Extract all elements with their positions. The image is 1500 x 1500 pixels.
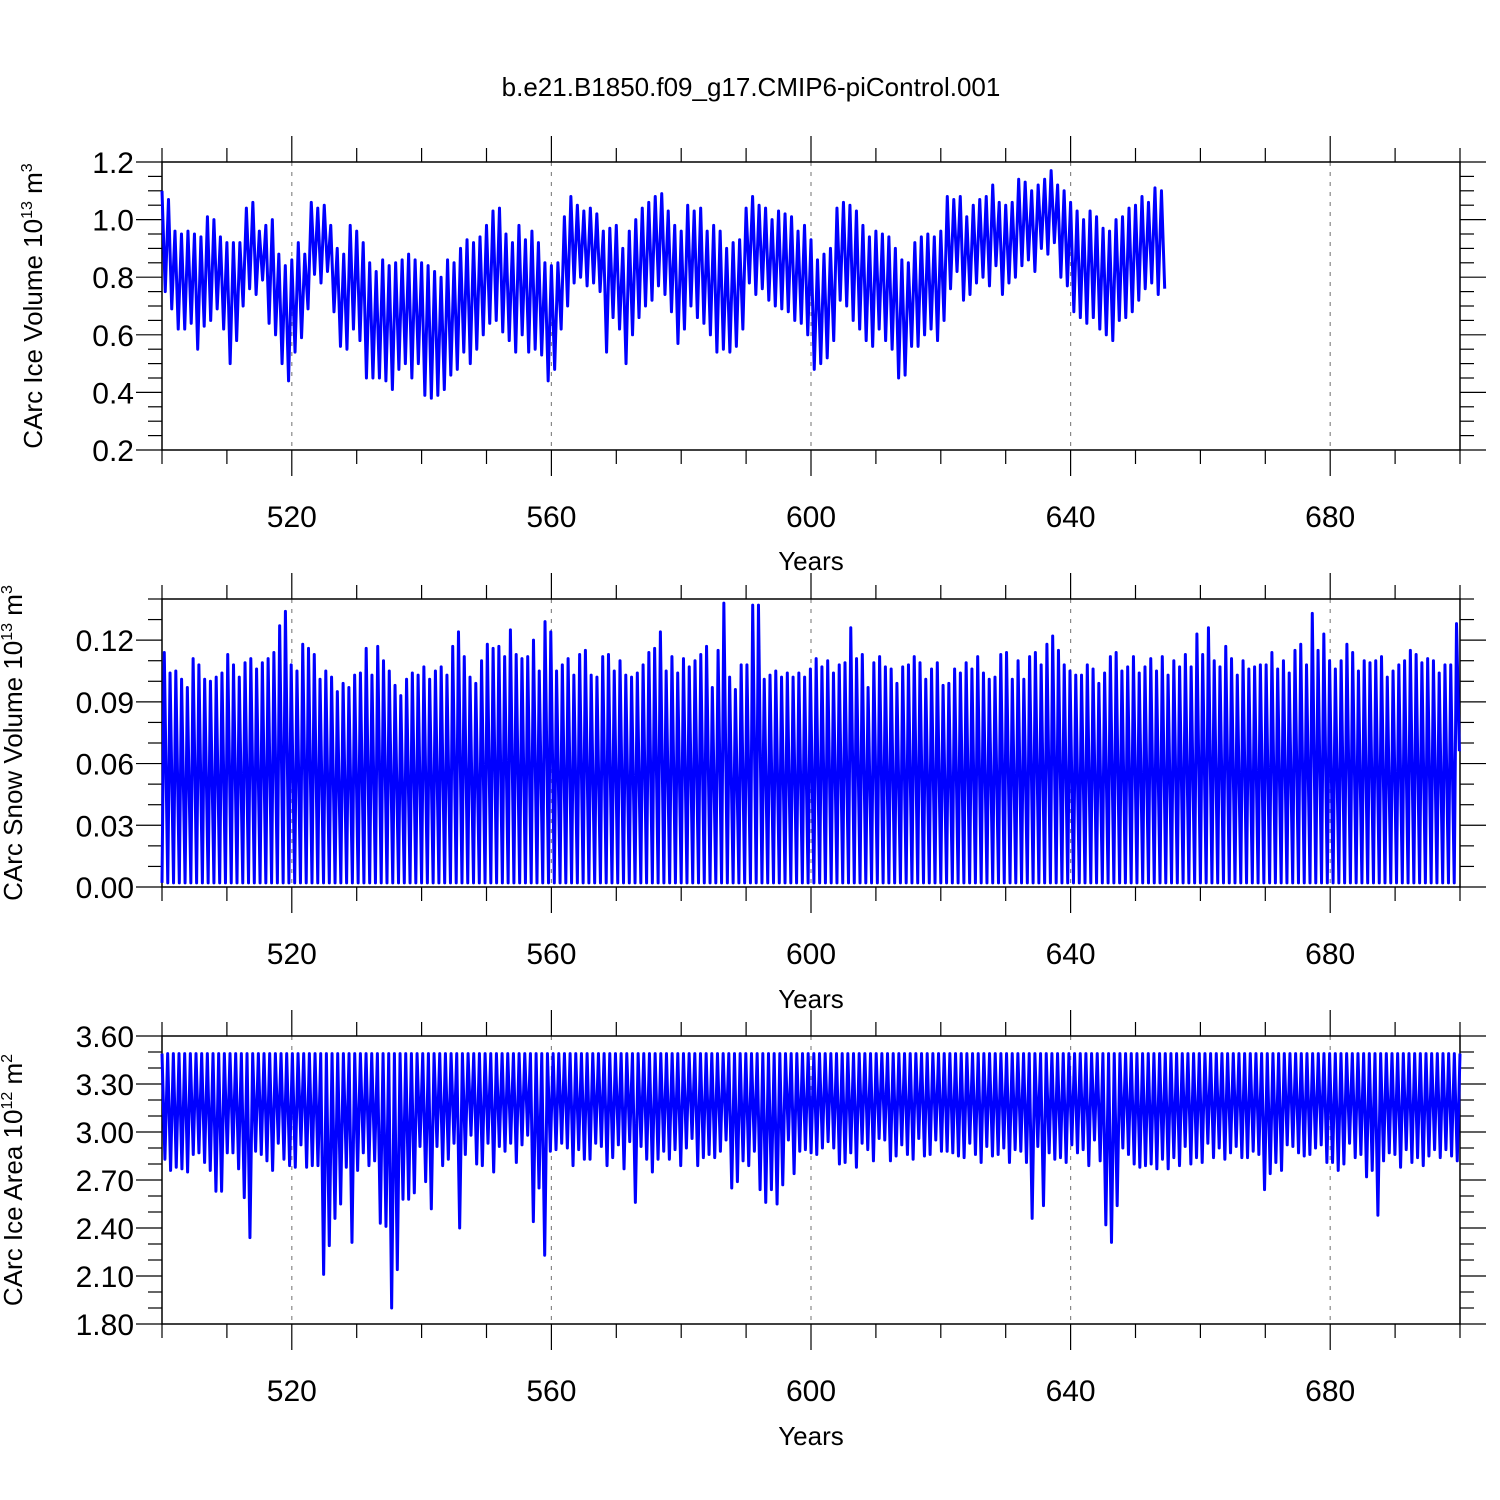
x-tick-label: 680 — [1305, 938, 1355, 971]
y-tick-label: 1.80 — [76, 1309, 134, 1342]
y-axis-label: CArc Ice Area 1012 m2 — [0, 1054, 28, 1306]
y-tick-label: 0.00 — [76, 872, 134, 905]
series-line — [160, 601, 1461, 885]
y-tick-label: 0.12 — [76, 625, 134, 658]
y-tick-label: 3.60 — [76, 1021, 134, 1054]
y-tick-label: 2.40 — [76, 1213, 134, 1246]
x-axis-label: Years — [778, 984, 844, 1014]
y-tick-label: 0.03 — [76, 810, 134, 843]
y-axis-label: CArc Snow Volume 1013 m3 — [0, 585, 28, 901]
panel-2: 520 560 600 640 680 0.00 0.03 0.06 0.09 0.12 Years… — [0, 573, 1486, 1014]
x-axis-label: Years — [778, 546, 844, 576]
y-tick-label: 3.30 — [76, 1069, 134, 1102]
y-tick-label: 0.2 — [92, 435, 134, 468]
x-tick-label: 680 — [1305, 501, 1355, 534]
panel-3: 520 560 600 640 680 1.80 2.10 2.40 2.70 3.00 3.30 3… — [0, 1010, 1486, 1451]
y-tick-label: 2.70 — [76, 1165, 134, 1198]
x-tick-label: 520 — [267, 1375, 317, 1408]
x-tick-label: 520 — [267, 938, 317, 971]
y-tick-label: 0.8 — [92, 262, 134, 295]
y-tick-label: 0.06 — [76, 749, 134, 782]
x-tick-label: 680 — [1305, 1375, 1355, 1408]
y-tick-label: 0.6 — [92, 320, 134, 353]
y-axis-label: CArc Ice Volume 1013 m3 — [18, 163, 48, 448]
x-tick-label: 600 — [786, 938, 836, 971]
y-tick-label: 1.2 — [92, 147, 134, 180]
series-line — [160, 169, 1167, 400]
x-tick-label: 520 — [267, 501, 317, 534]
panel-1: 520 560 600 640 680 0.2 0.4 0.6 0.8 1.0 1.2 Years CA… — [18, 136, 1486, 576]
x-tick-label: 560 — [526, 501, 576, 534]
y-tick-label: 0.09 — [76, 687, 134, 720]
series-line — [160, 1052, 1462, 1310]
x-tick-label: 560 — [526, 938, 576, 971]
x-tick-label: 560 — [526, 1375, 576, 1408]
y-tick-label: 1.0 — [92, 205, 134, 238]
y-tick-label: 0.4 — [92, 377, 134, 410]
x-tick-label: 640 — [1046, 938, 1096, 971]
x-tick-label: 640 — [1046, 1375, 1096, 1408]
y-tick-label: 3.00 — [76, 1117, 134, 1150]
x-tick-label: 600 — [786, 501, 836, 534]
chart-title: b.e21.B1850.f09_g17.CMIP6-piControl.001 — [502, 72, 1001, 102]
x-tick-label: 600 — [786, 1375, 836, 1408]
y-tick-label: 2.10 — [76, 1261, 134, 1294]
x-axis-label: Years — [778, 1421, 844, 1451]
x-tick-label: 640 — [1046, 501, 1096, 534]
